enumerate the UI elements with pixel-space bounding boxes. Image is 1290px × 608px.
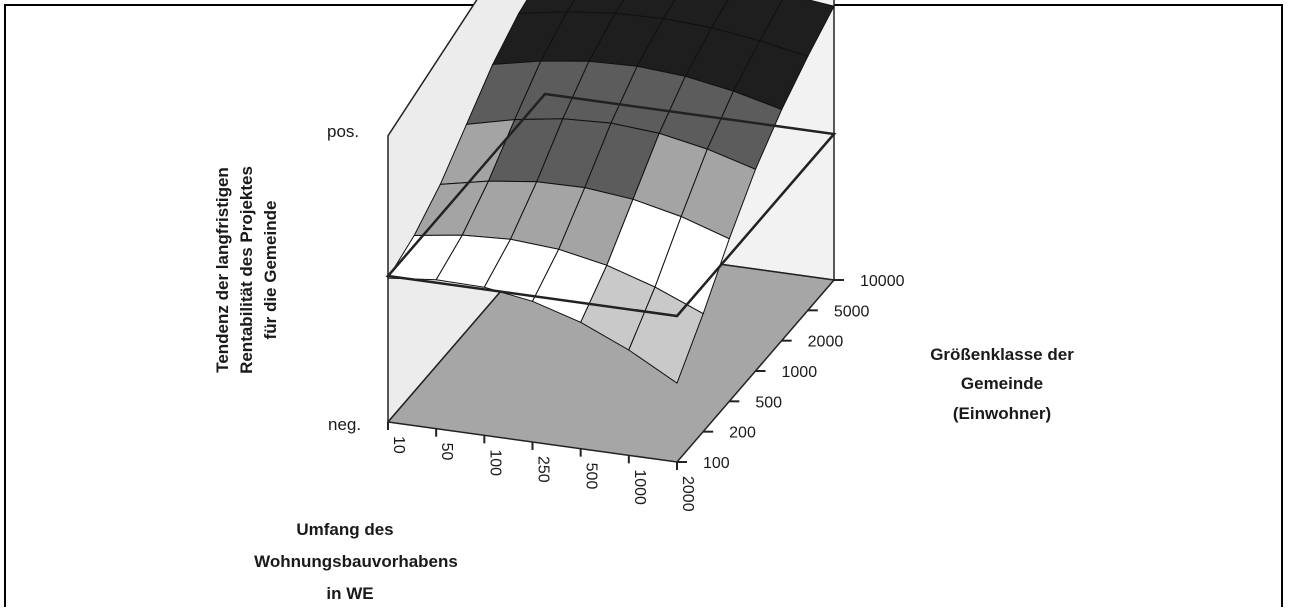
x-tick-label: 1000 <box>631 469 648 505</box>
x-axis-label-line-1: Umfang des <box>296 520 393 539</box>
y-axis-label-line-3: (Einwohner) <box>953 404 1051 423</box>
z-axis-label-line-2: Rentabilität des Projektes <box>237 166 256 374</box>
z-tick-pos: pos. <box>327 122 359 141</box>
x-tick-label: 500 <box>583 463 600 490</box>
y-tick-label: 2000 <box>808 334 844 351</box>
x-tick-label: 250 <box>535 456 552 483</box>
z-axis-label-line-1: Tendenz der langfristigen <box>213 167 232 373</box>
z-tick-neg: neg. <box>328 415 361 434</box>
y-tick-label: 100 <box>703 455 730 472</box>
axis-ticks <box>387 279 844 470</box>
x-axis-label: Umfang des Wohnungsbauvorhabens in WE <box>254 520 458 603</box>
x-tick-label: 2000 <box>679 476 696 512</box>
z-axis-label-line-3: für die Gemeinde <box>261 201 280 340</box>
x-axis-label-line-2: Wohnungsbauvorhabens <box>254 552 458 571</box>
x-tick-label: 100 <box>486 449 503 476</box>
surface-mesh <box>387 0 835 384</box>
y-tick-label: 10000 <box>860 273 905 290</box>
x-tick-label: 10 <box>390 436 407 454</box>
y-tick-label: 200 <box>729 425 756 442</box>
z-axis-label: Tendenz der langfristigen Rentabilität d… <box>213 166 280 374</box>
zero-plane-outline <box>385 92 837 318</box>
y-tick-label: 1000 <box>782 364 818 381</box>
y-axis-label: Größenklasse der Gemeinde (Einwohner) <box>930 345 1074 423</box>
x-tick-label: 50 <box>438 443 455 461</box>
x-tick-labels: 10 50 100 250 500 1000 2000 <box>390 436 696 512</box>
y-tick-label: 5000 <box>834 303 870 320</box>
y-tick-label: 500 <box>755 394 782 411</box>
y-axis-label-line-1: Größenklasse der <box>930 345 1074 364</box>
y-axis-label-line-2: Gemeinde <box>961 374 1043 393</box>
zero-plane <box>385 92 837 318</box>
x-axis-label-line-3: in WE <box>326 584 373 603</box>
